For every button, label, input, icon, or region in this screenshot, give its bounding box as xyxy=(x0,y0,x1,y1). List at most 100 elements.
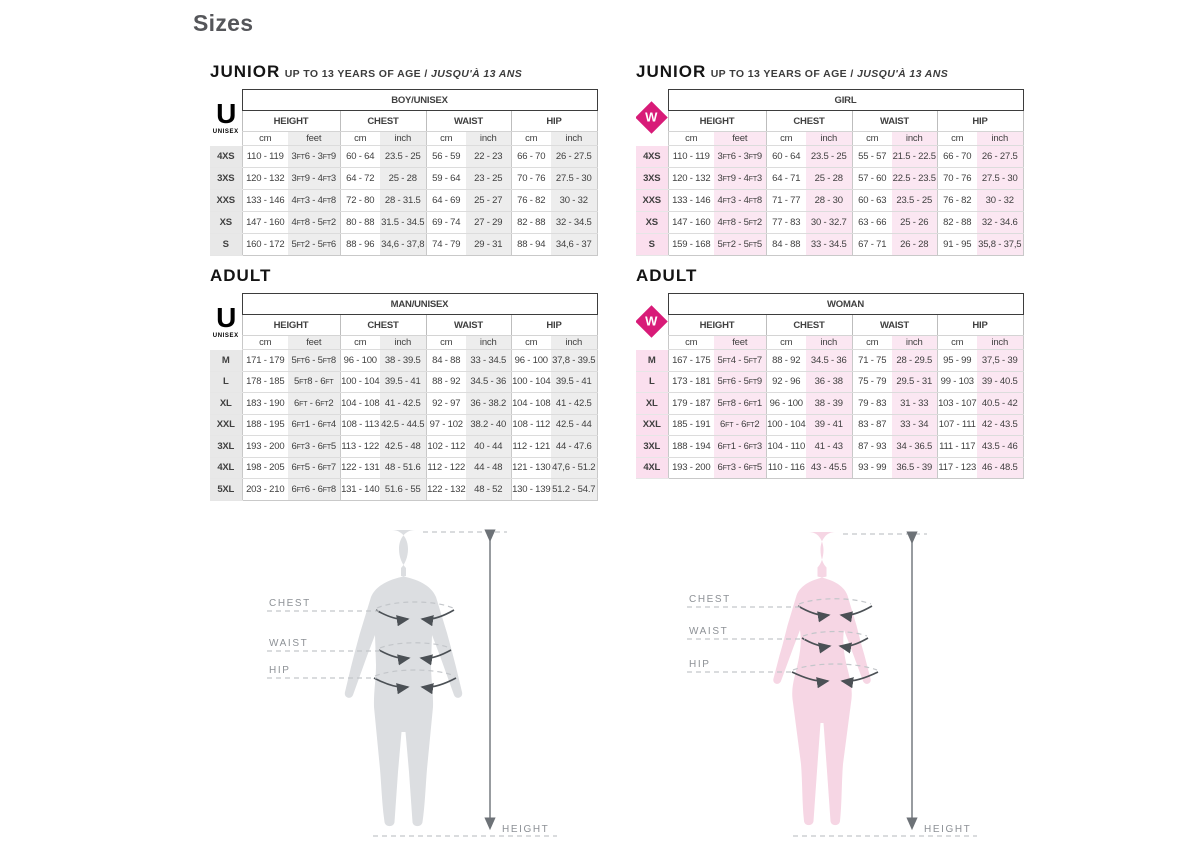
table-cell: 112 - 122 xyxy=(425,457,466,479)
table-cell: 39 - 41 xyxy=(806,414,852,436)
column-group-height: HEIGHT xyxy=(667,110,766,132)
table-cell: 70 - 76 xyxy=(510,167,551,190)
column-group-chest: CHEST xyxy=(339,314,426,336)
table-cell: 91 - 95 xyxy=(936,233,977,256)
table-cell: 147 - 160 xyxy=(667,211,714,234)
size-label: XL xyxy=(210,392,242,415)
table-cell: 25 - 28 xyxy=(380,167,426,190)
section-heading-title: ADULT xyxy=(636,266,698,285)
table-cell: 6ft3 - 6ft5 xyxy=(288,435,340,458)
table-cell: 107 - 111 xyxy=(936,414,977,436)
table-cell: 5ft2 - 5ft6 xyxy=(288,233,340,256)
table-title: GIRL xyxy=(667,89,1024,111)
table-cell: 71 - 75 xyxy=(851,349,892,372)
column-group-hip: HIP xyxy=(510,314,598,336)
table-cell: 71 - 77 xyxy=(765,189,806,212)
size-row-xs: XS 147 - 160 4ft8 - 5ft2 80 - 88 31.5 - 34.5… xyxy=(210,211,598,234)
table-cell: 96 - 100 xyxy=(765,392,806,415)
table-cell: 87 - 93 xyxy=(851,435,892,458)
unisex-logo-label: UNISEX xyxy=(212,333,239,339)
table-cell: 5ft2 - 5ft5 xyxy=(714,233,766,256)
size-label: 4XL xyxy=(636,457,668,479)
table-cell: 28 - 29.5 xyxy=(892,349,937,372)
size-row-s: S 159 - 168 5ft2 - 5ft5 84 - 88 33 - 34.5 67 … xyxy=(636,233,1024,256)
unisex-logo-letter: U xyxy=(216,302,236,333)
table-cell: 25 - 28 xyxy=(806,167,852,190)
table-cell: 27.5 - 30 xyxy=(977,167,1024,190)
table-cell: 72 - 80 xyxy=(339,189,380,212)
table-cell: 48 - 52 xyxy=(466,478,511,501)
section-heading-title: ADULT xyxy=(210,266,272,285)
woman-logo-letter: W xyxy=(645,313,658,329)
male-measurement-figure: CHEST WAIST HIP HEIGHT xyxy=(267,529,557,837)
unit-label: inch xyxy=(466,131,511,146)
size-row-4xs: 4XS 110 - 119 3ft6 - 3ft9 60 - 64 23.5 - 25 5… xyxy=(210,145,598,168)
table-cell: 133 - 146 xyxy=(241,189,288,212)
unit-label: cm xyxy=(765,131,806,146)
size-label: XS xyxy=(636,211,668,234)
table-cell: 167 - 175 xyxy=(667,349,714,372)
woman-logo-diamond: W xyxy=(636,305,668,338)
table-cell: 28 - 31.5 xyxy=(380,189,426,212)
unit-label: inch xyxy=(977,335,1024,350)
table-cell: 5ft8 - 6ft xyxy=(288,371,340,393)
chest-measure-arrows xyxy=(797,598,873,623)
table-cell: 27.5 - 30 xyxy=(551,167,598,190)
table-cell: 111 - 117 xyxy=(936,435,977,458)
hip-label: HIP xyxy=(689,659,710,670)
unit-label: inch xyxy=(977,131,1024,146)
table-cell: 171 - 179 xyxy=(241,349,288,372)
unit-label: inch xyxy=(551,335,598,350)
table-cell: 6ft1 - 6ft3 xyxy=(714,435,766,458)
size-row-3xl: 3XL 188 - 194 6ft1 - 6ft3 104 - 110 41 - 43 8… xyxy=(636,435,1024,458)
table-cell: 88 - 92 xyxy=(765,349,806,372)
unit-label: inch xyxy=(892,335,937,350)
table-cell: 30 - 32 xyxy=(551,189,598,212)
chest-label: CHEST xyxy=(689,594,731,605)
table-cell: 3ft6 - 3ft9 xyxy=(288,145,340,168)
table-cell: 6ft6 - 6ft8 xyxy=(288,478,340,501)
unit-label: cm xyxy=(425,131,466,146)
table-cell: 21.5 - 22.5 xyxy=(892,145,937,168)
size-label: XXS xyxy=(210,189,242,212)
table-cell: 4ft3 - 4ft8 xyxy=(714,189,766,212)
size-row-3xl: 3XL 193 - 200 6ft3 - 6ft5 113 - 122 42.5 - 4… xyxy=(210,435,598,458)
table-cell: 25 - 27 xyxy=(466,189,511,212)
woman-logo-letter: W xyxy=(645,109,658,125)
table-cell: 32 - 34.6 xyxy=(977,211,1024,234)
size-row-5xl: 5XL 203 - 210 6ft6 - 6ft8 131 - 140 51.6 - 5… xyxy=(210,478,598,501)
section-adult-man: ADULT U UNISEX MAN/UNISEX HEIGHT CHEST WAIST H… xyxy=(210,266,598,501)
size-row-l: L 178 - 185 5ft8 - 6ft 100 - 104 39.5 - 41 88… xyxy=(210,371,598,393)
table-cell: 42.5 - 48 xyxy=(380,435,426,458)
column-group-chest: CHEST xyxy=(765,110,852,132)
table-cell: 5ft8 - 6ft1 xyxy=(714,392,766,415)
table-title: WOMAN xyxy=(667,293,1024,315)
size-row-l: L 173 - 181 5ft6 - 5ft9 92 - 96 36 - 38 75 - … xyxy=(636,371,1024,393)
female-measurement-figure: CHEST WAIST HIP HEIGHT xyxy=(687,531,977,837)
table-cell: 35,8 - 37,5 xyxy=(977,233,1024,256)
unit-label: cm xyxy=(851,335,892,350)
size-row-xxs: XXS 133 - 146 4ft3 - 4ft8 72 - 80 28 - 31.5 6… xyxy=(210,189,598,212)
table-cell: 44 - 48 xyxy=(466,457,511,479)
unit-label: inch xyxy=(380,335,426,350)
table-cell: 113 - 122 xyxy=(339,435,380,458)
table-cell: 69 - 74 xyxy=(425,211,466,234)
table-title: BOY/UNISEX xyxy=(241,89,598,111)
size-table-junior-boy: U UNISEX BOY/UNISEX HEIGHT CHEST WAIST HIP cm fe… xyxy=(210,89,598,256)
unit-label: feet xyxy=(714,335,766,350)
table-cell: 5ft6 - 5ft9 xyxy=(714,371,766,393)
size-row-xl: XL 179 - 187 5ft8 - 6ft1 96 - 100 38 - 39 79 … xyxy=(636,392,1024,415)
table-cell: 133 - 146 xyxy=(667,189,714,212)
table-cell: 38.2 - 40 xyxy=(466,414,511,436)
height-measure-arrow: HEIGHT xyxy=(373,529,557,837)
hip-measure-arrows xyxy=(791,663,879,689)
table-cell: 102 - 112 xyxy=(425,435,466,458)
size-label: XXL xyxy=(636,414,668,436)
size-row-s: S 160 - 172 5ft2 - 5ft6 88 - 96 34,6 - 37,8 7… xyxy=(210,233,598,256)
size-row-xs: XS 147 - 160 4ft8 - 5ft2 77 - 83 30 - 32.7 63… xyxy=(636,211,1024,234)
table-cell: 64 - 72 xyxy=(339,167,380,190)
unit-label: inch xyxy=(466,335,511,350)
size-label: L xyxy=(210,371,242,393)
table-cell: 6ft5 - 6ft7 xyxy=(288,457,340,479)
